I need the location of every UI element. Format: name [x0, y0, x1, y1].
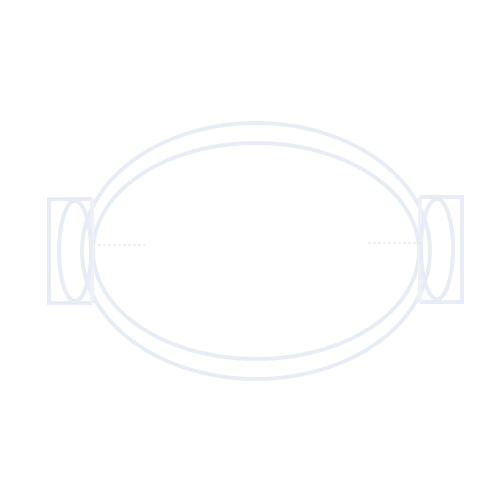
- right-handle: [418, 195, 464, 304]
- left-handle-bracket: [47, 197, 92, 305]
- outer-rim-ellipse: [80, 121, 432, 381]
- left-handle: [47, 197, 94, 305]
- inner-rim-ellipse: [91, 141, 421, 361]
- right-handle-bracket: [420, 195, 464, 304]
- right-handle-loop: [419, 197, 455, 301]
- left-handle-loop: [57, 199, 93, 303]
